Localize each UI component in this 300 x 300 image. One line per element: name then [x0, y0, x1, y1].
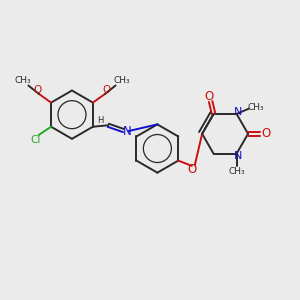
- Text: O: O: [261, 127, 270, 140]
- Text: N: N: [234, 106, 242, 117]
- Text: O: O: [34, 85, 42, 95]
- Text: Cl: Cl: [30, 135, 40, 145]
- Text: H: H: [97, 116, 103, 125]
- Text: CH₃: CH₃: [14, 76, 31, 85]
- Text: O: O: [187, 163, 196, 176]
- Text: O: O: [102, 85, 110, 95]
- Text: CH₃: CH₃: [248, 103, 264, 112]
- Text: CH₃: CH₃: [228, 167, 245, 176]
- Text: CH₃: CH₃: [113, 76, 130, 85]
- Text: O: O: [205, 90, 214, 103]
- Text: N: N: [123, 125, 132, 138]
- Text: N: N: [234, 151, 242, 161]
